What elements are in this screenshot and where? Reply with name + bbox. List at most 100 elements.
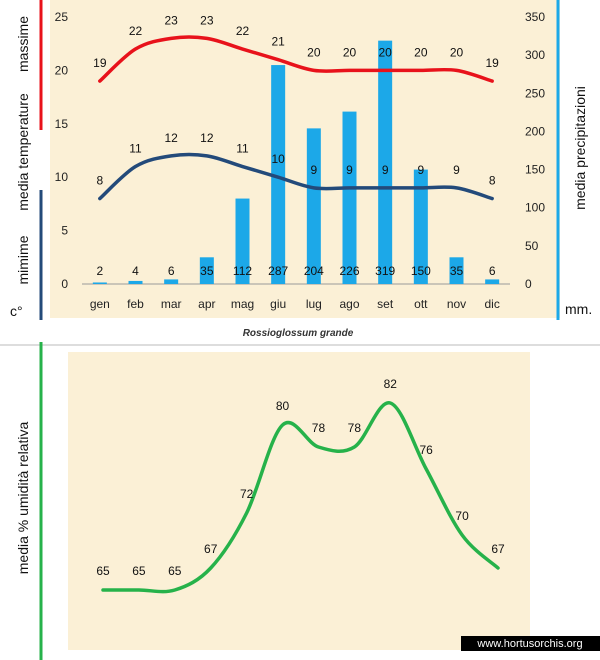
precipitation-label: 35 xyxy=(450,264,464,278)
precipitation-bar xyxy=(235,198,250,284)
month-tick-label: gen xyxy=(90,297,110,311)
right-tick-label: 0 xyxy=(525,277,532,291)
left-tick-label: 25 xyxy=(55,10,69,24)
month-tick-label: mag xyxy=(231,297,254,311)
min-temperature-label: 11 xyxy=(236,142,249,156)
precipitation-label: 4 xyxy=(132,264,139,278)
precipitation-bar xyxy=(485,279,500,284)
right-tick-label: 100 xyxy=(525,201,545,215)
humidity-label: 65 xyxy=(96,564,110,578)
humidity-chart-panel xyxy=(68,352,530,650)
max-temperature-label: 23 xyxy=(200,13,214,27)
humidity-label: 65 xyxy=(132,564,146,578)
humidity-label: 70 xyxy=(455,509,469,523)
max-temperature-label: 23 xyxy=(164,13,178,27)
max-temperature-label: 20 xyxy=(343,45,357,59)
humidity-label: 80 xyxy=(276,399,290,413)
temperature-unit: c° xyxy=(10,303,23,319)
precipitation-label: 6 xyxy=(168,264,175,278)
species-caption: Rossioglossum grande xyxy=(243,328,354,339)
precipitation-bar xyxy=(306,128,321,284)
min-temperature-label: 8 xyxy=(489,174,496,188)
precipitation-bar xyxy=(378,40,393,284)
max-temperature-label: 22 xyxy=(129,24,143,38)
right-tick-label: 200 xyxy=(525,124,545,138)
left-tick-label: 0 xyxy=(61,277,68,291)
max-temperature-label: 20 xyxy=(307,45,321,59)
min-temperature-label: 9 xyxy=(453,163,460,177)
max-temperature-label: 20 xyxy=(450,45,464,59)
precipitation-bar xyxy=(342,111,357,284)
precipitation-label: 319 xyxy=(375,264,395,278)
precipitation-bar xyxy=(128,280,143,284)
right-tick-label: 300 xyxy=(525,48,545,62)
humidity-label: 76 xyxy=(420,443,434,457)
precipitation-label: 226 xyxy=(339,264,359,278)
min-temperature-line xyxy=(98,152,494,201)
precipitation-bar xyxy=(449,257,464,284)
month-tick-label: ago xyxy=(339,297,359,311)
month-tick-label: dic xyxy=(484,297,499,311)
min-temperature-label: 11 xyxy=(129,142,142,156)
precipitation-label: 150 xyxy=(411,264,431,278)
watermark-text: www.hortusorchis.org xyxy=(476,638,582,650)
max-temperature-label: 20 xyxy=(378,45,392,59)
humidity-label: 67 xyxy=(491,542,505,556)
month-tick-label: ott xyxy=(414,297,428,311)
min-temperature-label: 12 xyxy=(200,131,214,145)
precipitation-label: 204 xyxy=(304,264,324,278)
precipitation-bar xyxy=(92,282,107,284)
temperature-axis-title: media temperature xyxy=(15,93,31,211)
max-axis-title: massime xyxy=(15,16,31,72)
min-temperature-label: 12 xyxy=(164,131,178,145)
min-temperature-label: 9 xyxy=(382,163,389,177)
watermark-background xyxy=(461,636,600,651)
precipitation-axis-title: media precipitazioni xyxy=(572,86,588,210)
right-tick-label: 350 xyxy=(525,10,545,24)
max-temperature-label: 19 xyxy=(93,56,107,70)
humidity-label: 67 xyxy=(204,542,218,556)
precipitation-bar xyxy=(413,169,428,284)
humidity-label: 72 xyxy=(240,487,254,501)
humidity-label: 78 xyxy=(348,421,362,435)
min-temperature-label: 9 xyxy=(346,163,353,177)
humidity-label: 78 xyxy=(312,421,326,435)
precipitation-bar xyxy=(199,257,214,284)
right-tick-label: 250 xyxy=(525,86,545,100)
month-tick-label: apr xyxy=(198,297,215,311)
humidity-label: 65 xyxy=(168,564,182,578)
humidity-axis-title: media % umidità relativa xyxy=(15,422,31,575)
precipitation-bar xyxy=(164,279,179,284)
precipitation-label: 35 xyxy=(200,264,214,278)
month-tick-label: mar xyxy=(161,297,182,311)
right-tick-label: 150 xyxy=(525,163,545,177)
precipitation-label: 6 xyxy=(489,264,496,278)
max-temperature-label: 19 xyxy=(485,56,499,70)
max-temperature-label: 20 xyxy=(414,45,428,59)
max-temperature-label: 21 xyxy=(271,35,285,49)
precipitation-bar xyxy=(271,65,286,284)
month-tick-label: lug xyxy=(306,297,322,311)
humidity-line xyxy=(101,401,500,594)
precipitation-unit: mm. xyxy=(565,301,592,317)
month-tick-label: giu xyxy=(270,297,286,311)
left-tick-label: 10 xyxy=(55,170,69,184)
left-tick-label: 15 xyxy=(55,117,69,131)
min-temperature-label: 10 xyxy=(271,152,285,166)
left-tick-label: 20 xyxy=(55,63,69,77)
month-tick-label: nov xyxy=(447,297,466,311)
precipitation-label: 112 xyxy=(233,264,252,278)
right-tick-label: 50 xyxy=(525,239,539,253)
max-temperature-label: 22 xyxy=(236,24,250,38)
left-tick-label: 5 xyxy=(61,224,68,238)
month-tick-label: set xyxy=(377,297,394,311)
precipitation-label: 287 xyxy=(268,264,288,278)
humidity-label: 82 xyxy=(384,377,398,391)
min-temperature-label: 9 xyxy=(417,163,424,177)
min-axis-title: mimime xyxy=(15,235,31,284)
min-temperature-label: 8 xyxy=(96,174,103,188)
month-tick-label: feb xyxy=(127,297,144,311)
min-temperature-label: 9 xyxy=(310,163,317,177)
